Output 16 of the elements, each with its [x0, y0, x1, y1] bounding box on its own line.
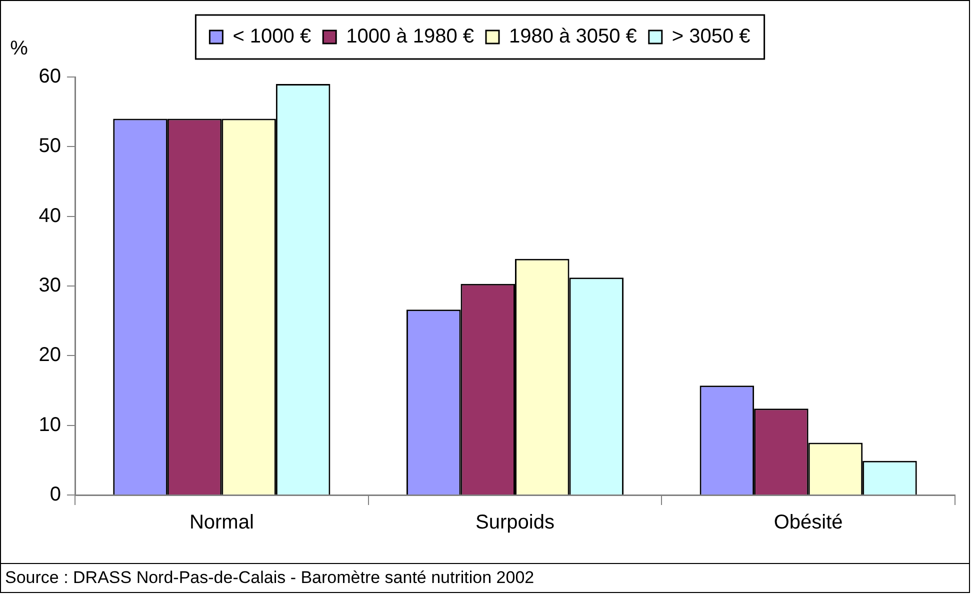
y-tick-label: 0 [50, 484, 61, 506]
y-tick-label: 20 [38, 344, 61, 366]
y-tick-label: 40 [38, 204, 61, 227]
x-tick-label: Obésité [774, 512, 843, 534]
legend-label: 1980 à 3050 € [509, 26, 637, 48]
legend-label: < 1000 € [232, 26, 312, 48]
legend-label: 1000 à 1980 € [346, 26, 474, 48]
y-tick-label: 30 [38, 274, 61, 297]
y-tick-label: 60 [38, 66, 61, 88]
y-tick-label: 10 [38, 414, 61, 436]
y-tick-label: 50 [38, 135, 61, 158]
x-tick-label: Surpoids [476, 512, 554, 534]
x-tick-label: Normal [189, 512, 254, 534]
y-axis-title: % [10, 38, 28, 60]
source-note: Source : DRASS Nord-Pas-de-Calais - Baromètre santé nutrition 2002 [5, 568, 536, 588]
legend-label: > 3050 € [672, 26, 750, 48]
